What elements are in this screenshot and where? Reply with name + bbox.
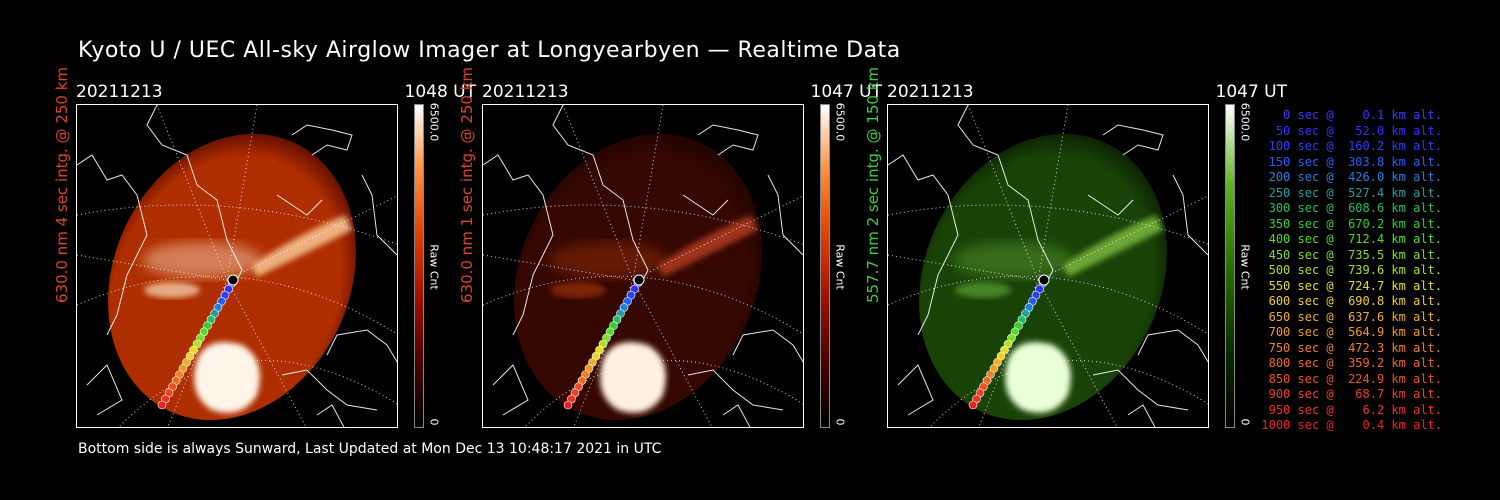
legend-entry: 950 sec @ 6.2 km alt. <box>1261 402 1442 417</box>
colorbar <box>414 104 424 428</box>
allsky-image <box>482 104 804 428</box>
colorbar <box>820 104 830 428</box>
allsky-image <box>76 104 398 428</box>
panel-time: 1047 UT <box>810 82 883 102</box>
legend-entry: 400 sec @ 712.4 km alt. <box>1261 232 1442 246</box>
legend-entry: 750 sec @ 472.3 km alt. <box>1261 340 1442 355</box>
panel-date: 20211213 <box>887 82 974 102</box>
colorbar-unit: Raw Cnt <box>833 244 847 290</box>
legend-entry: 700 sec @ 564.9 km alt. <box>1261 325 1442 339</box>
legend-entry: 350 sec @ 670.2 km alt. <box>1261 216 1442 231</box>
colorbar <box>1225 104 1235 428</box>
panel-2-wavelength-label: 630.0 nm 1 sec intg. @ 250 km <box>458 66 476 304</box>
legend-entry: 50 sec @ 52.0 km alt. <box>1261 123 1442 138</box>
legend-entry: 1000 sec @ 0.4 km alt. <box>1261 418 1442 432</box>
colorbar-min: 0 <box>833 418 847 426</box>
colorbar-min: 0 <box>427 418 441 426</box>
panel-time: 1048 UT <box>404 82 477 102</box>
colorbar-max: 6500.0 <box>427 102 441 142</box>
panel-3-wavelength-label: 557.7 nm 2 sec intg. @ 150 km <box>864 66 882 304</box>
legend-entry: 0 sec @ 0.1 km alt. <box>1261 108 1442 122</box>
legend-entry: 250 sec @ 527.4 km alt. <box>1261 185 1442 200</box>
legend-entry: 450 sec @ 735.5 km alt. <box>1261 247 1442 262</box>
legend-entry: 600 sec @ 690.8 km alt. <box>1261 294 1442 308</box>
trajectory-legend: 0 sec @ 0.1 km alt. 50 sec @ 52.0 km alt… <box>1261 108 1442 434</box>
legend-entry: 550 sec @ 724.7 km alt. <box>1261 278 1442 293</box>
page-title: Kyoto U / UEC All-sky Airglow Imager at … <box>78 38 901 63</box>
allsky-image <box>887 104 1209 428</box>
panel-date: 20211213 <box>482 82 569 102</box>
legend-entry: 200 sec @ 426.0 km alt. <box>1261 170 1442 184</box>
legend-entry: 650 sec @ 637.6 km alt. <box>1261 309 1442 324</box>
panel-time: 1047 UT <box>1215 82 1288 102</box>
legend-entry: 800 sec @ 359.2 km alt. <box>1261 356 1442 370</box>
footer-note: Bottom side is always Sunward, Last Upda… <box>78 441 662 457</box>
colorbar-unit: Raw Cnt <box>427 244 441 290</box>
legend-entry: 100 sec @ 160.2 km alt. <box>1261 139 1442 153</box>
airglow-panel-3: 20211213 1047 UT 6500.0 Raw Cnt 0 <box>887 82 1307 432</box>
colorbar-unit: Raw Cnt <box>1238 244 1252 290</box>
panel-1-wavelength-label: 630.0 nm 4 sec intg. @ 250 km <box>53 66 71 304</box>
airglow-panel-2: 20211213 1047 UT 6500.0 Raw Cnt 0 <box>482 82 902 432</box>
legend-entry: 850 sec @ 224.9 km alt. <box>1261 371 1442 386</box>
colorbar-min: 0 <box>1238 418 1252 426</box>
colorbar-max: 6500.0 <box>833 102 847 142</box>
colorbar-max: 6500.0 <box>1238 102 1252 142</box>
legend-entry: 500 sec @ 739.6 km alt. <box>1261 263 1442 277</box>
panel-date: 20211213 <box>76 82 163 102</box>
legend-entry: 150 sec @ 303.8 km alt. <box>1261 154 1442 169</box>
legend-entry: 900 sec @ 68.7 km alt. <box>1261 387 1442 401</box>
legend-entry: 300 sec @ 608.6 km alt. <box>1261 201 1442 215</box>
airglow-panel-1: 20211213 1048 UT 6500.0 Raw Cnt 0 <box>76 82 496 432</box>
